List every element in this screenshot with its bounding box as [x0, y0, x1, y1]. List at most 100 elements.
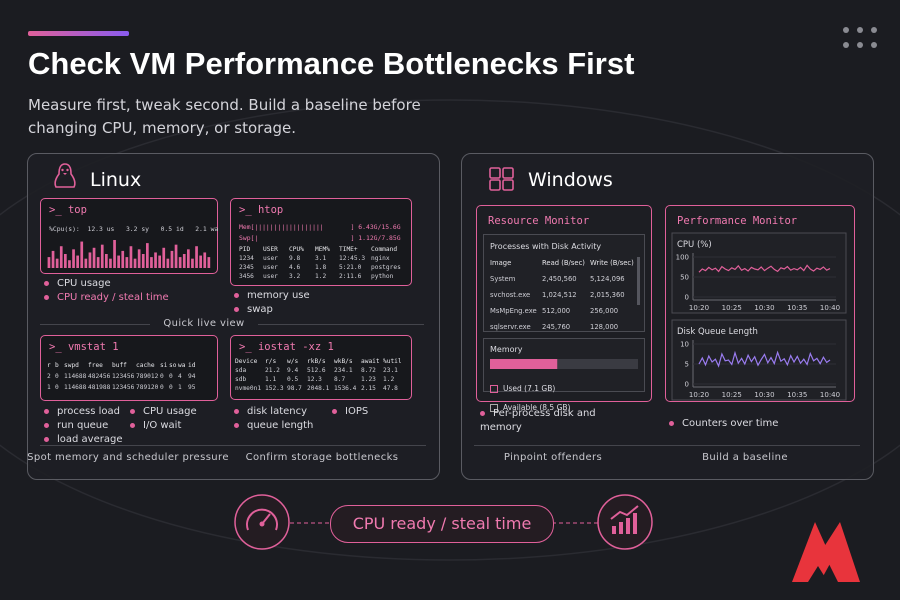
y-tick-label: 10 [680, 341, 689, 349]
bar [158, 255, 161, 268]
column-header: Write (B/sec) [590, 259, 634, 267]
divider [474, 445, 860, 446]
resource-monitor: Resource Monitor Processes with Disk Act… [476, 205, 652, 412]
x-tick-label: 10:35 [787, 304, 807, 312]
column-header: wkB/s [334, 358, 353, 365]
column-header: free [88, 362, 103, 369]
cell: user [263, 273, 278, 280]
cell: MsMpEng.exe [490, 307, 537, 315]
bar [72, 249, 75, 268]
bar [84, 258, 88, 268]
cpu-bars [47, 240, 211, 268]
x-tick-label: 10:40 [820, 391, 840, 399]
bullet: CPU ready / steal time [44, 291, 169, 305]
memory-title: Memory [490, 345, 523, 354]
x-tick-label: 10:25 [722, 304, 742, 312]
window-title: Resource Monitor [488, 215, 590, 227]
column-header: swpd [64, 362, 79, 369]
column-header: cache [136, 362, 155, 369]
cell: 245,760 [542, 323, 571, 331]
bullet: IOPS [332, 405, 368, 419]
iostat-table: Device r/s w/s rkB/s wkB/s await %util sda 21.2 9… [235, 358, 407, 392]
column-header: r [47, 362, 51, 369]
memory-bar [490, 359, 638, 369]
bar [121, 250, 125, 268]
cell: 481988 [88, 384, 111, 391]
vmstat-table: r b swpd free buff cache si so wa id 2 0 114688 48245… [47, 362, 213, 391]
cell: 3.1 [315, 255, 327, 262]
column-header: buff [112, 362, 127, 369]
disk-activity: Processes with Disk Activity Image Read (… [483, 234, 645, 332]
subtitle: Measure first, tweak second. Build a bas… [28, 96, 421, 137]
column-header: %util [383, 358, 402, 365]
bar [150, 257, 153, 268]
bar [162, 247, 166, 268]
column-header: rkB/s [307, 358, 326, 365]
cell: 47.8 [383, 385, 398, 392]
cell: 1,024,512 [542, 291, 577, 299]
cell: 2,015,360 [590, 291, 625, 299]
cell: System [490, 275, 516, 283]
cell: 2,450,560 [542, 275, 577, 283]
bar [195, 246, 198, 268]
cell: 21.2 [265, 367, 280, 374]
bar [96, 257, 100, 268]
linux-icon [54, 163, 76, 188]
bar [100, 244, 104, 268]
column-header: si [160, 362, 168, 369]
cell: 0 [169, 373, 173, 380]
bar [187, 249, 190, 268]
cell: 1234 [239, 255, 254, 262]
cell: 2048.1 [307, 385, 330, 392]
x-tick-label: 10:30 [754, 304, 774, 312]
bar [117, 255, 120, 268]
bar [76, 255, 79, 268]
y-tick-label: 50 [680, 274, 689, 282]
cell: 123456 [112, 384, 135, 391]
column-header: w/s [287, 358, 299, 365]
cell: 98.7 [287, 385, 302, 392]
bar [141, 254, 145, 268]
bar [170, 250, 174, 268]
cell: 12.3 [307, 376, 322, 383]
caption: Confirm storage bottlenecks [245, 452, 399, 463]
cell: 123456 [112, 373, 135, 380]
bullet-list: memory use swap [234, 289, 310, 317]
bar [199, 255, 202, 268]
cell: 0 [160, 373, 164, 380]
cell: 94 [188, 373, 196, 380]
bar [125, 257, 129, 268]
bar [174, 244, 178, 268]
cell: 0 [169, 384, 173, 391]
cell: 5,124,096 [590, 275, 625, 283]
cell: 1.8 [315, 264, 327, 271]
command: >_ iostat -xz 1 [239, 341, 334, 353]
command: >_ htop [239, 204, 284, 216]
cell: 95 [188, 384, 196, 391]
column-header: USER [263, 246, 278, 253]
x-tick-label: 10:20 [689, 304, 709, 312]
cell: python [371, 273, 394, 280]
iostat-terminal: >_ iostat -xz 1 Device r/s w/s rkB/s wkB/s aw… [230, 335, 412, 400]
menu-dots [843, 27, 877, 48]
memory-box: Memory Used (7.1 GB)Available (8.5 GB) [483, 338, 645, 412]
bullet: disk latency [234, 405, 313, 419]
cell: 3456 [239, 273, 254, 280]
cell: 482456 [88, 373, 111, 380]
bar [146, 243, 149, 268]
command: >_ vmstat 1 [49, 341, 119, 353]
divider [40, 324, 150, 325]
column-header: Read (B/sec) [542, 259, 585, 267]
cell: 8.7 [334, 376, 346, 383]
bullet: memory use [234, 289, 310, 303]
cell: 9.8 [289, 255, 301, 262]
column-header: id [188, 362, 196, 369]
divider [258, 324, 424, 325]
title: Check VM Performance Bottlenecks First [28, 46, 635, 81]
bar [59, 246, 63, 268]
chart-title: CPU (%) [677, 240, 712, 250]
cell: 4.6 [289, 264, 301, 271]
bar [166, 258, 170, 268]
cell: 114688 [64, 384, 87, 391]
